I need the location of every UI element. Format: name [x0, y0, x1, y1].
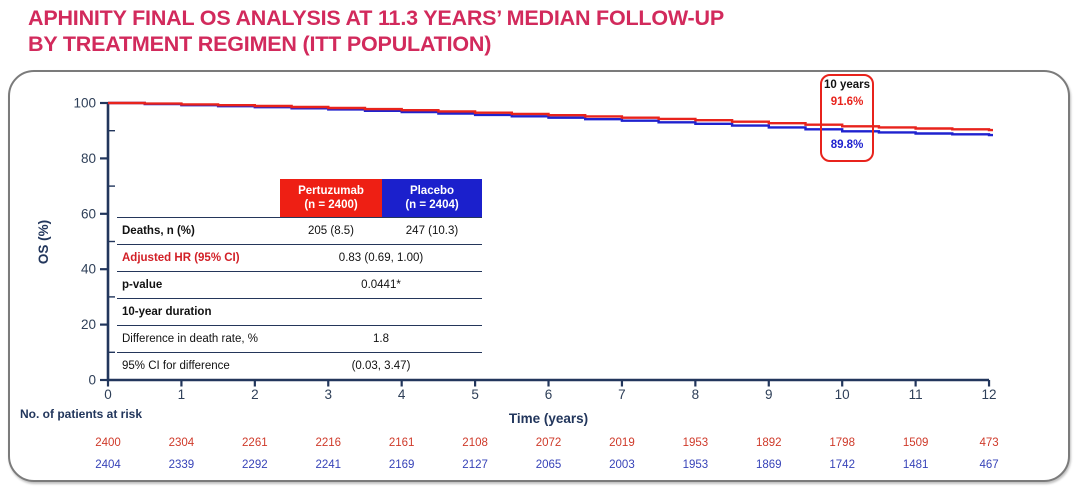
x-tick-label: 2 [251, 387, 259, 402]
at-risk-value: 2241 [315, 459, 341, 471]
at-risk-value: 2003 [609, 459, 635, 471]
x-tick-label: 7 [618, 387, 626, 402]
stats-row: Adjusted HR (95% CI) 0.83 (0.69, 1.00) [117, 244, 482, 271]
stats-row: Difference in death rate, % 1.8 [117, 325, 482, 352]
stats-row: p-value 0.0441* [117, 271, 482, 298]
at-risk-value: 1798 [829, 437, 855, 449]
at-risk-value: 1481 [903, 459, 929, 471]
at-risk-value: 2072 [536, 437, 562, 449]
at-risk-value: 2108 [462, 437, 488, 449]
at-risk-value: 1892 [756, 437, 782, 449]
at-risk-value: 473 [979, 437, 998, 449]
at-risk-value: 467 [979, 459, 998, 471]
y-tick-label: 40 [81, 262, 96, 277]
at-risk-value: 2400 [95, 437, 121, 449]
at-risk-value: 2404 [95, 459, 121, 471]
annotation-title: 10 years [823, 79, 871, 91]
at-risk-value: 2169 [389, 459, 415, 471]
at-risk-value: 2339 [169, 459, 195, 471]
stats-header-label: Placebo [409, 185, 455, 197]
x-tick-label: 4 [398, 387, 406, 402]
at-risk-value: 1509 [903, 437, 929, 449]
at-risk-value: 1953 [683, 437, 709, 449]
y-tick-label: 80 [81, 151, 96, 166]
at-risk-value: 2019 [609, 437, 635, 449]
x-tick-label: 11 [909, 387, 923, 402]
x-tick-label: 0 [104, 387, 112, 402]
stats-row-label: 10-year duration [122, 306, 212, 318]
x-tick-label: 12 [982, 387, 997, 402]
x-axis-label: Time (years) [509, 411, 588, 426]
y-tick-label: 20 [81, 317, 96, 332]
stats-row-value: 0.83 (0.69, 1.00) [338, 252, 424, 264]
x-tick-label: 3 [325, 387, 333, 402]
stats-row: 10-year duration [117, 298, 482, 325]
stats-row: Deaths, n (%) 205 (8.5) 247 (10.3) [117, 217, 482, 244]
stats-table: Pertuzumab (n = 2400) Placebo (n = 2404) De… [117, 179, 482, 380]
x-tick-label: 5 [471, 387, 479, 402]
at-risk-value: 1953 [683, 459, 709, 471]
x-tick-label: 6 [545, 387, 553, 402]
at-risk-value: 2292 [242, 459, 268, 471]
stats-row-label: Adjusted HR (95% CI) [122, 252, 240, 264]
stats-table-body: Deaths, n (%) 205 (8.5) 247 (10.3) Adjusted… [117, 217, 482, 380]
x-tick-label: 10 [835, 387, 850, 402]
at-risk-value: 2261 [242, 437, 268, 449]
stats-header-placebo: Placebo (n = 2404) [382, 179, 482, 217]
stats-header-n: (n = 2404) [405, 199, 459, 211]
at-risk-label: No. of patients at risk [20, 407, 142, 421]
at-risk-value: 2304 [169, 437, 195, 449]
y-tick-label: 100 [73, 96, 96, 111]
page-title: APHINITY FINAL OS ANALYSIS AT 11.3 YEARS… [28, 5, 724, 57]
stats-header-label: Pertuzumab [298, 185, 364, 197]
stats-row-label: p-value [122, 279, 163, 291]
annotation-pertuzumab-value: 91.6% [830, 96, 864, 108]
at-risk-value: 1742 [829, 459, 855, 471]
page-title-line2: BY TREATMENT REGIMEN (ITT POPULATION) [28, 32, 492, 56]
at-risk-value: 2161 [389, 437, 415, 449]
stats-row-value: (0.03, 3.47) [351, 360, 411, 372]
stats-row-value: 247 (10.3) [405, 225, 459, 237]
x-tick-label: 9 [765, 387, 773, 402]
at-risk-value: 2127 [462, 459, 488, 471]
stats-row-value: 205 (8.5) [307, 225, 355, 237]
y-tick-label: 0 [88, 373, 96, 388]
stats-table-header: Pertuzumab (n = 2400) Placebo (n = 2404) [280, 179, 482, 217]
at-risk-value: 2065 [536, 459, 562, 471]
stats-row-label: 95% CI for difference [122, 360, 230, 372]
page-title-line1: APHINITY FINAL OS ANALYSIS AT 11.3 YEARS… [28, 6, 724, 30]
stats-row-label: Deaths, n (%) [122, 225, 195, 237]
x-tick-label: 8 [692, 387, 700, 402]
y-tick-label: 60 [81, 206, 96, 221]
stats-row-label: Difference in death rate, % [122, 333, 258, 345]
stats-row: 95% CI for difference (0.03, 3.47) [117, 352, 482, 380]
stats-header-pertuzumab: Pertuzumab (n = 2400) [280, 179, 382, 217]
at-risk-value: 2216 [315, 437, 341, 449]
stats-row-value: 0.0441* [361, 279, 401, 291]
y-axis-label: OS (%) [36, 220, 51, 264]
chart-panel: 0 20 40 60 80 100 0 1 2 3 4 5 6 7 8 9 10 11 12 Time (years)… [8, 70, 1070, 482]
x-tick-label: 1 [178, 387, 186, 402]
annotation-box: 10 years 91.6% 89.8% [820, 74, 874, 162]
annotation-placebo-value: 89.8% [830, 139, 864, 151]
stats-row-value: 1.8 [373, 333, 389, 345]
at-risk-value: 1869 [756, 459, 782, 471]
stats-header-n: (n = 2400) [304, 199, 358, 211]
